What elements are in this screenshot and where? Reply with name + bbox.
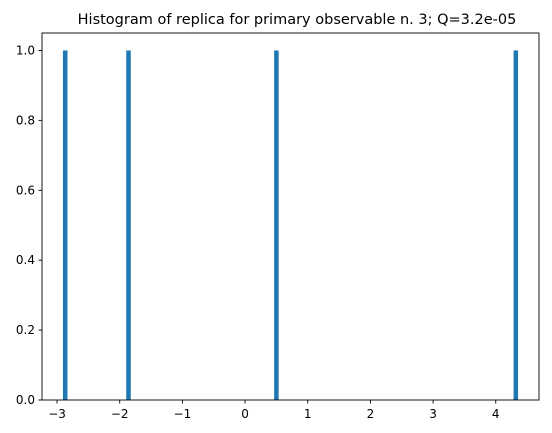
x-tick-label: 3 xyxy=(429,407,437,421)
plot-frame xyxy=(41,32,540,401)
histogram-bar xyxy=(62,50,68,400)
x-tick-label: −1 xyxy=(174,407,192,421)
y-tick-label: 0.4 xyxy=(16,253,35,267)
y-tick-label: 0.0 xyxy=(16,393,35,407)
histogram-bar xyxy=(274,50,279,400)
x-tick-label: −2 xyxy=(111,407,129,421)
bars-group xyxy=(62,50,519,400)
x-axis: −3 −2 −1 0 1 2 3 4 xyxy=(48,400,500,421)
x-tick-label: 4 xyxy=(492,407,500,421)
x-tick-label: 2 xyxy=(367,407,375,421)
y-tick-label: 0.8 xyxy=(16,113,35,127)
x-tick-label: −3 xyxy=(48,407,66,421)
y-tick-label: 0.6 xyxy=(16,183,35,197)
y-tick-label: 1.0 xyxy=(16,43,35,57)
y-axis: 0.0 0.2 0.4 0.6 0.8 1.0 xyxy=(16,43,42,407)
x-tick-label: 1 xyxy=(304,407,312,421)
histogram-bar xyxy=(513,50,519,400)
chart-title: Histogram of replica for primary observa… xyxy=(78,12,517,28)
histogram-bar xyxy=(126,50,131,400)
y-tick-label: 0.2 xyxy=(16,323,35,337)
x-tick-label: 0 xyxy=(241,407,249,421)
